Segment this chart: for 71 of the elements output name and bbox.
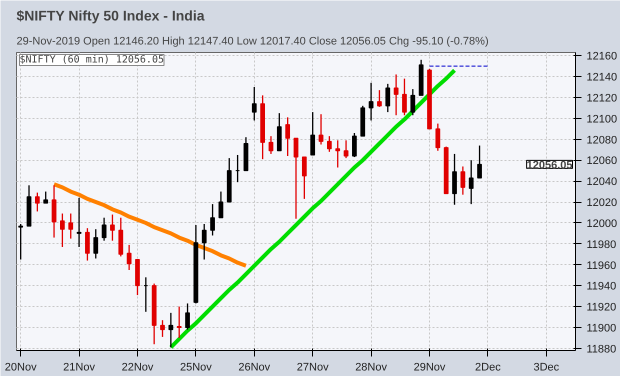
y-tick-label: 11900 [586,322,616,334]
candlestick [68,212,74,240]
candlestick [477,144,482,179]
y-tick-label: 12020 [586,197,618,210]
candlestick [326,136,332,152]
y-tick-label: 12040 [586,176,618,188]
candlestick [93,228,98,260]
candlestick [176,306,182,339]
y-tick-label: 12060 [586,155,618,168]
y-tick-label: 11880 [586,343,616,356]
candlestick [34,192,40,212]
y-tick-label: 12000 [586,218,618,230]
candlestick [402,78,407,116]
candlestick [410,88,416,116]
x-tick-label: 21Nov [63,362,96,374]
annotation: $NIFTY (60 min) 12056.05 [20,54,164,66]
y-tick-label: 12100 [586,113,618,126]
candlestick [210,203,215,236]
candlestick [52,184,56,238]
candlestick [352,132,357,158]
y-tick-label: 11920 [586,302,616,314]
candlestick [344,140,348,159]
candlestick [468,160,474,205]
x-tick-label: 20Nov [4,362,38,374]
y-tick-label: 11960 [586,260,616,272]
x-tick-label: 26Nov [238,362,271,374]
candlestick [302,156,307,200]
x-tick-label: 22Nov [122,362,154,374]
candlestick [435,122,440,152]
candlestick [202,223,207,260]
x-tick-label: 3Dec [533,362,560,374]
candlestick [168,312,174,348]
candlestick [60,212,65,248]
candlestick [218,190,224,218]
candlestick [318,114,324,146]
y-tick-label: 11980 [586,238,616,251]
candlestick [285,116,290,157]
y-tick-label: 12080 [586,134,618,146]
candlestick [377,89,382,108]
candlestick [102,217,106,242]
candlestick [76,197,82,248]
x-tick-label: 2Dec [475,362,502,374]
candlestick [368,82,374,122]
candlestick [43,190,48,204]
x-tick-label: 27Nov [296,362,330,374]
candlestick [85,228,90,262]
candlestick [310,111,316,156]
candlestick [18,223,24,260]
candlestick [252,86,257,122]
x-tick-label: 25Nov [180,362,212,374]
candlestick [452,153,457,206]
candlestick [160,320,165,338]
y-tick-label: 12160 [586,50,618,63]
chart-subtitle: 29-Nov-2019 Open 12146.20 High 12147.40 Low 12017.40 Close 12056.05 Chg -95.10 (-0.78%) [16,36,489,48]
y-tick-label: 11940 [586,280,616,293]
candlestick [268,136,274,155]
candlestick [185,302,190,330]
candlestick [126,244,132,271]
candlestick [110,214,115,242]
x-tick-label: 28Nov [355,362,388,374]
chart-title: $NIFTY Nifty 50 Index - India [16,8,205,24]
candlestick [394,74,398,116]
y-tick-label: 12140 [586,72,618,84]
x-tick-label: 29Nov [414,362,446,374]
candlestick [385,83,390,113]
line-series [168,68,457,350]
y-tick-label: 12120 [586,92,618,104]
candlestick [294,138,298,220]
candlestick [335,140,340,168]
line-series [52,182,248,268]
candlestick [460,166,466,196]
